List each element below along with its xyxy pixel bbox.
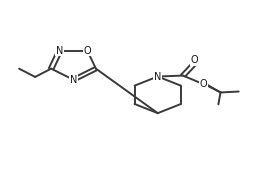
Text: N: N	[56, 46, 63, 56]
Text: O: O	[200, 79, 207, 89]
Text: N: N	[154, 71, 161, 81]
Text: N: N	[70, 75, 77, 85]
Text: O: O	[191, 55, 198, 65]
Text: O: O	[83, 46, 91, 56]
